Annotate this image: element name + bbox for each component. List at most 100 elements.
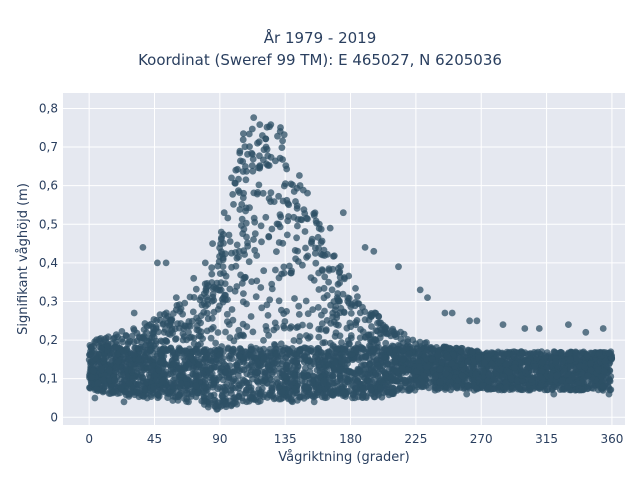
data-point: [301, 210, 309, 217]
data-point: [230, 346, 237, 353]
x-tick-label: 180: [339, 432, 362, 446]
data-point: [343, 324, 351, 332]
data-point: [302, 244, 309, 252]
data-point: [473, 317, 481, 325]
data-point: [405, 350, 413, 358]
data-point: [388, 327, 396, 335]
data-point: [207, 354, 214, 362]
data-point: [121, 376, 128, 384]
data-point: [367, 386, 375, 394]
data-point: [547, 372, 555, 379]
data-point: [136, 387, 144, 394]
data-point: [210, 308, 218, 316]
data-point: [242, 163, 249, 170]
data-point: [283, 308, 290, 315]
data-point: [160, 320, 167, 327]
data-point: [304, 310, 312, 318]
data-point: [293, 324, 300, 331]
data-point: [161, 326, 169, 333]
data-point: [316, 385, 323, 393]
data-point: [318, 349, 325, 357]
data-point: [355, 369, 363, 376]
axes: 0 45 90 135 180 225 270 315 360 0 0,1 0,2 0,3 0,4 0,5 0…: [39, 101, 623, 446]
data-point: [434, 351, 442, 359]
data-point: [146, 341, 154, 348]
data-point: [314, 304, 322, 311]
data-point: [366, 378, 373, 386]
data-point: [281, 379, 289, 386]
data-point: [164, 347, 171, 354]
data-point: [331, 366, 338, 373]
data-point: [566, 356, 574, 364]
data-point: [272, 394, 279, 402]
data-point: [361, 370, 369, 378]
data-point: [114, 358, 122, 365]
data-point: [172, 335, 180, 342]
data-point: [456, 354, 464, 362]
data-point: [274, 132, 281, 140]
data-point: [429, 345, 437, 353]
data-point: [325, 361, 332, 369]
data-point: [374, 362, 382, 370]
data-point: [192, 382, 200, 390]
data-point: [177, 380, 185, 388]
data-point: [239, 331, 247, 339]
data-point: [306, 322, 314, 330]
data-point: [294, 247, 301, 255]
data-point: [241, 274, 249, 281]
data-point: [287, 180, 295, 188]
data-point: [528, 375, 535, 383]
data-point: [185, 328, 192, 336]
data-point: [189, 308, 197, 316]
data-point: [259, 379, 267, 387]
data-point: [109, 349, 117, 357]
data-point: [129, 375, 136, 382]
data-point: [251, 246, 259, 254]
data-point: [304, 215, 311, 223]
data-point: [334, 290, 342, 297]
data-point: [370, 247, 378, 255]
data-point: [502, 383, 510, 391]
x-tick-label: 0: [85, 432, 93, 446]
data-point: [179, 336, 187, 344]
data-point: [472, 370, 480, 378]
data-point: [174, 320, 181, 328]
data-point: [337, 374, 345, 382]
data-point: [336, 273, 344, 281]
data-point: [287, 323, 295, 331]
data-point: [312, 259, 320, 267]
data-point: [419, 380, 427, 388]
data-point: [204, 301, 212, 308]
data-point: [212, 339, 220, 347]
data-point: [584, 379, 591, 387]
data-point: [224, 296, 231, 303]
data-point: [302, 364, 309, 372]
data-point: [253, 190, 261, 198]
data-point: [323, 292, 331, 299]
data-point: [265, 331, 272, 339]
data-point: [277, 213, 285, 221]
data-point: [505, 368, 513, 376]
data-point: [441, 309, 449, 317]
data-point: [334, 280, 342, 288]
data-point: [279, 137, 286, 145]
data-point: [463, 390, 471, 398]
data-point: [550, 384, 558, 391]
data-point: [219, 263, 227, 270]
data-point: [278, 144, 286, 152]
data-point: [288, 397, 295, 405]
data-point: [310, 212, 318, 219]
data-point: [197, 319, 205, 327]
data-point: [349, 369, 357, 377]
data-point: [287, 269, 295, 277]
data-point: [88, 373, 96, 381]
data-point: [160, 369, 168, 377]
data-point: [420, 372, 428, 380]
data-point: [240, 189, 248, 197]
data-point: [258, 304, 266, 312]
data-point: [190, 340, 198, 348]
data-point: [239, 320, 247, 328]
data-point: [280, 263, 288, 271]
data-point: [209, 240, 217, 248]
data-point: [552, 358, 559, 366]
